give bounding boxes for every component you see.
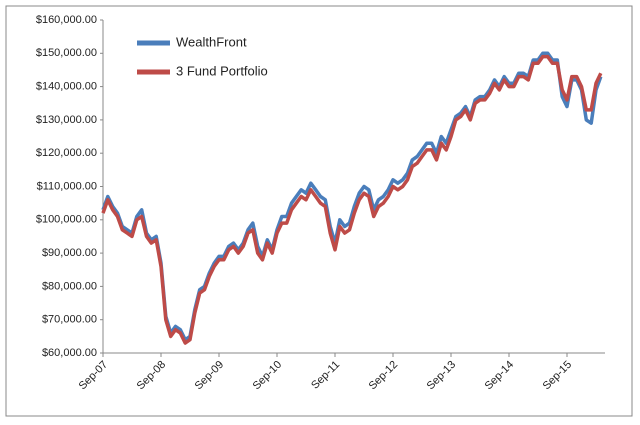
y-tick-label: $90,000.00	[42, 247, 97, 259]
y-tick-label: $110,000.00	[37, 180, 97, 192]
y-tick-label: $120,000.00	[36, 147, 97, 159]
y-tick-label: $160,000.00	[36, 14, 97, 26]
y-tick-label: $80,000.00	[42, 280, 97, 292]
y-tick-label: $100,000.00	[36, 214, 97, 226]
y-tick-label: $140,000.00	[36, 81, 97, 93]
series-line	[101, 54, 603, 345]
y-tick-label: $60,000.00	[42, 347, 97, 359]
legend-label: 3 Fund Portfolio	[176, 63, 268, 78]
legend-label: WealthFront	[176, 34, 247, 49]
y-tick-label: $130,000.00	[36, 114, 97, 126]
chart-border	[5, 5, 633, 417]
series-line	[101, 51, 603, 342]
y-tick-label: $70,000.00	[42, 314, 97, 326]
y-tick-label: $150,000.00	[36, 47, 97, 59]
